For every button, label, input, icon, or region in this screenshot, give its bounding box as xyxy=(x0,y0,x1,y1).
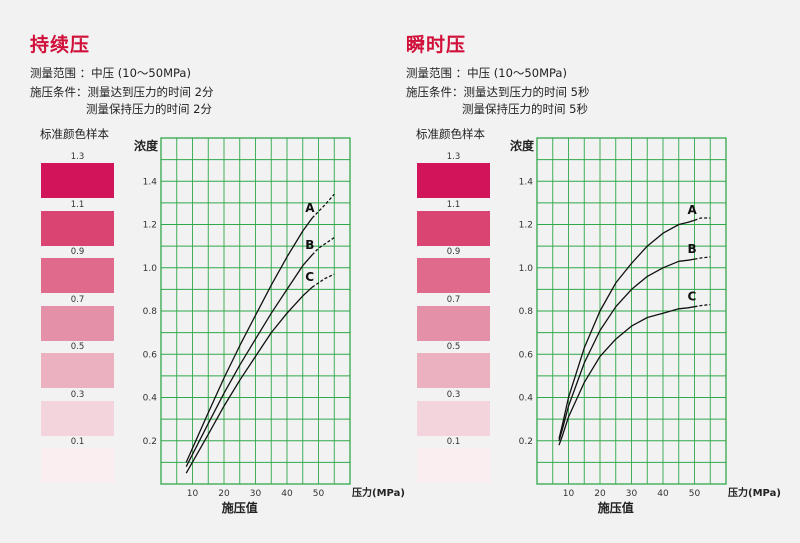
swatch-label: 0.7 xyxy=(70,294,85,305)
x-tick-label: 50 xyxy=(689,489,701,499)
range-line: 测量范围 ：中压 (10～50MPa) xyxy=(30,66,191,80)
condition-line-2: 测量保持压力的时间 5秒 xyxy=(462,102,588,116)
color-swatch xyxy=(41,305,114,341)
x-tick-label: 50 xyxy=(313,489,325,499)
condition-line-1: 施压条件：测量达到压力的时间 2分 xyxy=(30,85,214,99)
y-tick-label: 0.6 xyxy=(143,350,158,360)
series-B-line xyxy=(558,258,695,441)
swatch-label: 0.5 xyxy=(70,342,85,352)
series-label-C: C xyxy=(305,270,314,284)
series-A-line xyxy=(185,217,313,463)
color-swatch xyxy=(41,210,114,246)
color-swatch xyxy=(417,163,490,198)
panel-instant-pressure: 瞬时压 测量范围 ：中压 (10～50MPa) 施压条件：测量达到压力的时间 5… xyxy=(376,0,781,543)
panel-title: 持续压 xyxy=(30,34,91,56)
swatch-label: 0.1 xyxy=(70,437,85,447)
x-tick-label: 10 xyxy=(187,489,199,499)
series-C-extrapolation xyxy=(694,303,711,308)
x-axis-label: 施压值 xyxy=(598,500,634,515)
series-B-extrapolation xyxy=(694,256,711,260)
x-tick-label: 40 xyxy=(657,489,669,499)
panel-title: 瞬时压 xyxy=(406,34,467,56)
series-B-extrapolation xyxy=(311,236,335,256)
series-A-line xyxy=(558,219,695,439)
color-swatch xyxy=(417,448,490,483)
y-tick-label: 0.4 xyxy=(143,394,158,404)
x-unit-label: 压力(MPa) xyxy=(352,486,405,499)
x-tick-label: 30 xyxy=(626,489,638,499)
y-tick-label: 0.2 xyxy=(143,437,157,447)
plot-frame xyxy=(536,137,727,485)
color-swatch xyxy=(417,258,490,293)
panel-sustained-pressure: 持续压 测量范围 ：中压 (10～50MPa) 施压条件：测量达到压力的时间 2… xyxy=(30,34,405,515)
density-chart: 0.2 0.4 0.6 0.8 1.0 1.2 1.4 10 20 30 40 50 浓度压力(MPa)… xyxy=(510,137,781,515)
density-chart: 0.2 0.4 0.6 0.8 1.0 1.2 1.4 10 20 30 40 50 浓度压力(MPa)… xyxy=(134,137,405,515)
series-label-A: A xyxy=(688,203,698,217)
swatch-label: 0.1 xyxy=(446,437,461,447)
swatch-label: 0.5 xyxy=(446,342,461,352)
series-label-A: A xyxy=(305,201,315,215)
swatch-label: 0.9 xyxy=(446,247,461,257)
color-swatch xyxy=(417,400,490,436)
condition-line-2: 测量保持压力的时间 2分 xyxy=(86,102,212,116)
y-tick-label: 1.0 xyxy=(143,264,158,274)
swatch-label: 0.9 xyxy=(70,247,85,257)
color-swatch xyxy=(417,353,490,388)
x-unit-label: 压力(MPa) xyxy=(728,486,781,499)
series-A-extrapolation xyxy=(694,217,711,221)
color-swatch xyxy=(41,448,114,483)
series-C-line xyxy=(185,286,313,474)
swatch-label: 1.3 xyxy=(70,152,85,162)
series-label-B: B xyxy=(305,238,314,252)
color-swatch xyxy=(41,163,114,198)
swatch-label: 0.3 xyxy=(70,389,85,400)
swatch-label: 1.1 xyxy=(70,199,85,210)
y-tick-label: 1.2 xyxy=(519,221,533,231)
x-tick-label: 30 xyxy=(250,489,262,499)
y-tick-label: 0.6 xyxy=(519,350,534,360)
swatch-label: 1.1 xyxy=(446,199,461,210)
swatch-title: 标准颜色样本 xyxy=(40,127,109,141)
x-tick-label: 40 xyxy=(281,489,293,499)
y-tick-label: 0.4 xyxy=(519,394,534,404)
color-swatch xyxy=(41,258,114,293)
swatch-title: 标准颜色样本 xyxy=(416,127,485,141)
series-C-extrapolation xyxy=(311,273,335,288)
y-axis-label: 浓度 xyxy=(510,138,535,153)
series-label-C: C xyxy=(688,290,697,304)
x-tick-label: 10 xyxy=(563,489,575,499)
swatch-label: 1.3 xyxy=(446,152,461,162)
y-axis-label: 浓度 xyxy=(134,138,159,153)
x-tick-label: 20 xyxy=(594,489,606,499)
y-tick-label: 1.0 xyxy=(519,264,534,274)
x-tick-label: 20 xyxy=(218,489,230,499)
x-axis-label: 施压值 xyxy=(222,500,258,515)
y-tick-label: 0.8 xyxy=(519,307,534,317)
y-tick-label: 1.4 xyxy=(519,177,534,187)
series-C-line xyxy=(558,306,695,446)
plot-frame xyxy=(160,137,351,485)
color-swatch xyxy=(417,210,490,246)
series-A-extrapolation xyxy=(311,193,335,219)
y-tick-label: 0.2 xyxy=(519,437,533,447)
color-swatch xyxy=(41,400,114,436)
series-B-line xyxy=(185,254,313,467)
swatch-label: 0.3 xyxy=(446,389,461,400)
range-line: 测量范围 ：中压 (10～50MPa) xyxy=(406,66,567,80)
swatch-label: 0.7 xyxy=(446,294,461,305)
y-tick-label: 1.2 xyxy=(143,221,157,231)
y-tick-label: 0.8 xyxy=(143,307,158,317)
color-swatch xyxy=(417,305,490,341)
color-swatch xyxy=(41,353,114,388)
series-label-B: B xyxy=(688,242,697,256)
y-tick-label: 1.4 xyxy=(143,177,158,187)
condition-line-1: 施压条件：测量达到压力的时间 5秒 xyxy=(406,85,590,99)
